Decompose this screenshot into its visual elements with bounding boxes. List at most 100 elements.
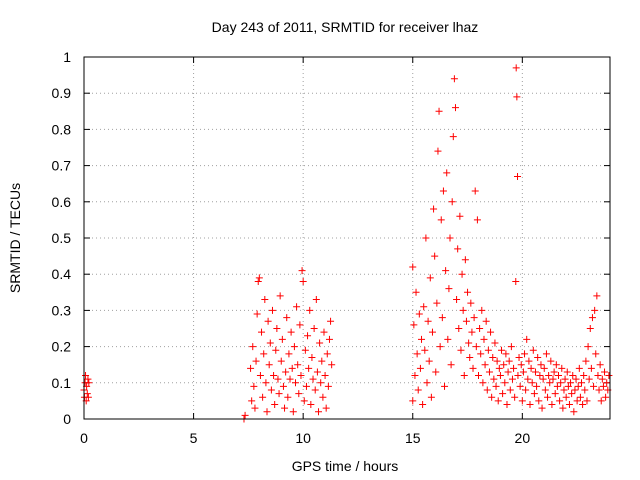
data-point — [546, 379, 554, 387]
data-point — [494, 397, 502, 405]
data-point — [583, 397, 591, 405]
data-point — [247, 364, 255, 372]
data-point — [508, 375, 516, 383]
data-point — [454, 245, 462, 253]
data-point — [250, 382, 258, 390]
data-point — [476, 325, 484, 332]
data-point — [428, 328, 436, 336]
data-point — [595, 386, 603, 394]
data-point — [328, 361, 336, 369]
data-point — [435, 107, 443, 115]
y-tick-label: 0.4 — [52, 266, 72, 282]
data-point — [446, 234, 454, 242]
data-point — [483, 386, 491, 394]
data-point — [301, 346, 309, 354]
data-point — [296, 321, 304, 329]
data-point — [552, 361, 560, 369]
data-point — [535, 397, 543, 405]
data-point — [419, 401, 427, 409]
data-point — [541, 386, 549, 394]
data-point — [493, 357, 501, 365]
data-point — [480, 335, 488, 343]
data-point — [299, 277, 307, 285]
data-point — [557, 379, 565, 387]
data-point — [279, 382, 287, 390]
data-point — [596, 361, 604, 369]
data-point — [268, 306, 276, 314]
data-point — [598, 375, 606, 383]
data-point — [300, 397, 308, 405]
data-point — [547, 357, 555, 365]
data-point — [327, 317, 335, 325]
data-point — [252, 357, 260, 365]
data-point — [437, 216, 445, 224]
data-point — [311, 386, 319, 394]
data-point — [409, 263, 417, 271]
data-point — [265, 361, 273, 369]
data-point — [551, 390, 559, 398]
data-point — [505, 357, 513, 365]
data-point — [259, 393, 267, 401]
data-point — [545, 372, 553, 380]
data-point — [412, 288, 420, 296]
data-point — [500, 361, 508, 369]
data-point — [587, 364, 595, 372]
data-point — [591, 306, 599, 314]
data-point — [308, 353, 316, 361]
data-point — [423, 379, 431, 387]
data-point — [519, 368, 527, 376]
data-point — [312, 296, 320, 304]
data-point — [514, 372, 522, 380]
data-point — [290, 343, 298, 351]
data-point — [575, 364, 583, 372]
data-point — [478, 306, 486, 314]
data-point — [590, 382, 598, 390]
data-point — [574, 382, 582, 390]
data-point — [479, 379, 487, 387]
data-point — [597, 397, 605, 405]
data-point — [540, 364, 548, 372]
data-point — [470, 314, 478, 322]
data-point — [464, 288, 472, 296]
data-point — [84, 375, 92, 383]
data-point — [544, 393, 552, 401]
data-point — [585, 375, 593, 383]
data-point — [588, 314, 596, 322]
data-point — [512, 277, 520, 285]
data-point — [534, 353, 542, 361]
data-point — [251, 404, 259, 412]
x-tick-label: 5 — [190, 430, 198, 446]
data-point — [281, 404, 289, 412]
data-point — [82, 372, 90, 380]
data-point — [291, 379, 299, 387]
data-point — [287, 328, 295, 336]
data-point — [576, 393, 584, 401]
data-point — [447, 361, 455, 369]
data-point — [272, 346, 280, 354]
data-point — [549, 375, 557, 383]
data-point — [501, 379, 509, 387]
data-point — [307, 401, 315, 409]
data-point — [507, 343, 515, 351]
data-point — [536, 372, 544, 380]
data-point — [424, 317, 432, 325]
data-point — [514, 172, 522, 180]
data-point — [554, 372, 562, 380]
data-point — [253, 310, 261, 318]
data-point — [484, 346, 492, 354]
data-point — [248, 397, 256, 405]
data-point — [602, 393, 610, 401]
plot-frame — [83, 56, 611, 420]
data-point — [450, 75, 458, 83]
x-tick-label: 20 — [515, 430, 531, 446]
y-tick-label: 0.7 — [52, 158, 72, 174]
data-point — [430, 205, 438, 213]
data-point — [465, 339, 473, 347]
data-point — [548, 401, 556, 409]
data-point — [522, 386, 530, 394]
data-point — [258, 328, 266, 336]
data-point — [274, 375, 282, 383]
data-point — [255, 274, 263, 282]
data-point — [461, 256, 469, 264]
